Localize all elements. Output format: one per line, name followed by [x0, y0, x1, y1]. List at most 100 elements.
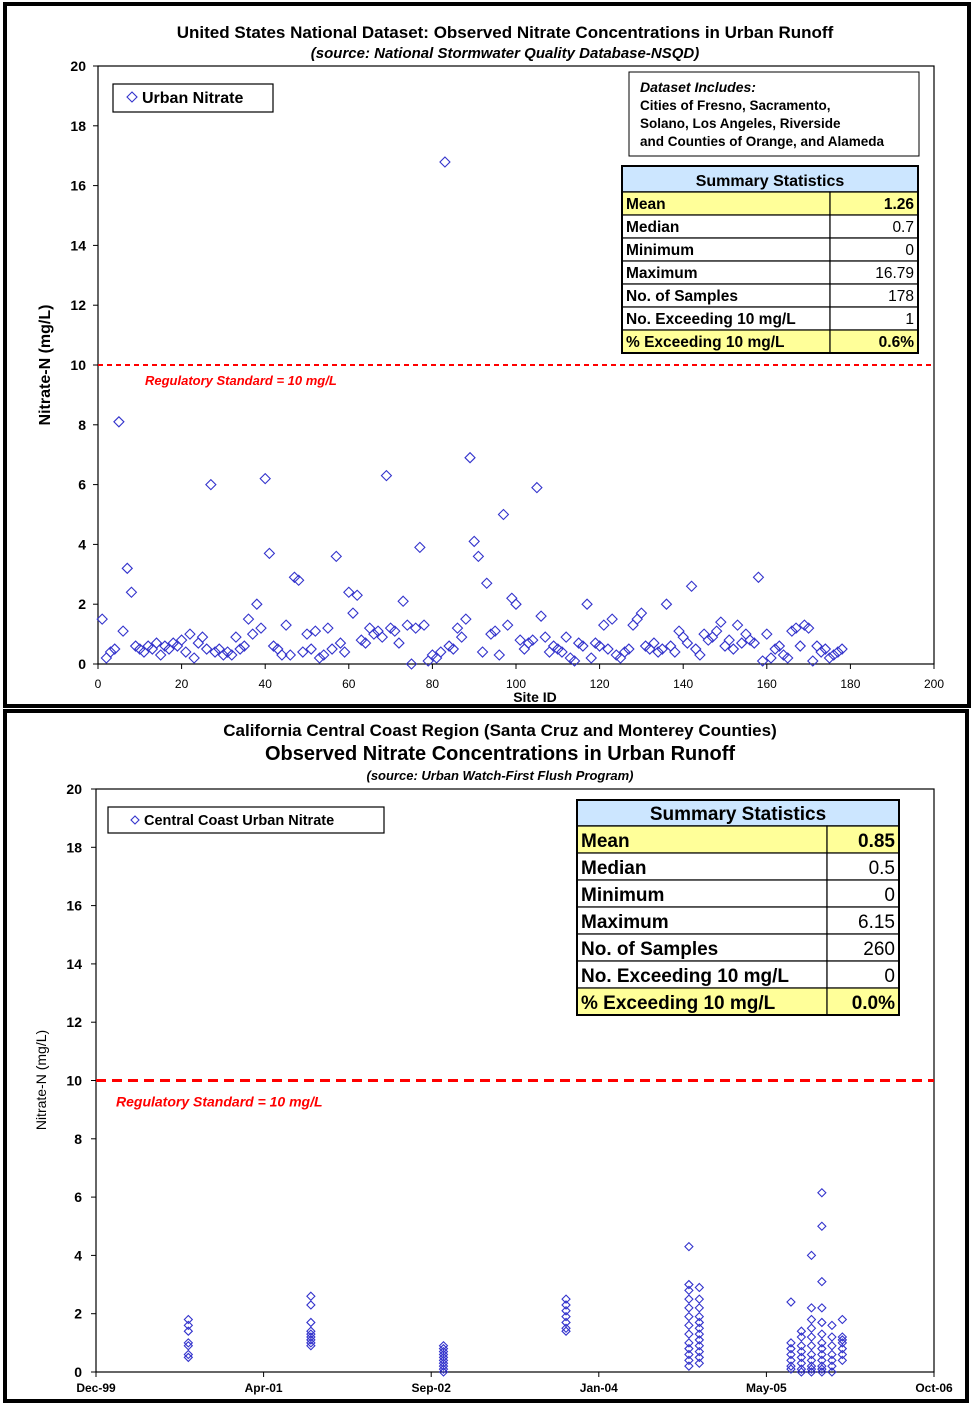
- data-points: [183, 1187, 848, 1377]
- y-tick-label: 4: [78, 536, 86, 552]
- y-tick-label: 20: [66, 781, 82, 797]
- table-title: Summary Statistics: [650, 804, 826, 825]
- table-row: Minimum 0: [621, 237, 919, 262]
- data-point: [652, 646, 664, 658]
- data-point: [694, 1340, 705, 1351]
- data-point: [480, 577, 493, 590]
- y-tick-label: 12: [70, 297, 86, 313]
- chart-subtitle: Observed Nitrate Concentrations in Urban…: [265, 743, 735, 765]
- x-axis-ticks: 0 20 40 60 80 100 120 140 160 180 200: [95, 664, 944, 691]
- table-row: Median 0.5: [576, 852, 900, 881]
- data-point: [306, 1338, 316, 1348]
- data-point: [817, 1338, 827, 1348]
- data-point: [125, 586, 138, 599]
- data-point: [817, 1367, 827, 1377]
- data-point: [681, 637, 694, 649]
- data-point: [694, 1311, 705, 1322]
- data-point: [606, 613, 618, 625]
- data-point: [685, 580, 698, 593]
- x-tick-label: 20: [175, 677, 189, 691]
- y-tick-label: 6: [78, 477, 86, 493]
- chart-title: California Central Coast Region (Santa C…: [223, 721, 777, 740]
- data-point: [276, 649, 288, 661]
- y-axis-label: Nitrate-N (mg/L): [37, 305, 54, 426]
- data-point: [602, 643, 614, 655]
- y-tick-label: 12: [66, 1014, 82, 1030]
- stat-label: Mean: [581, 831, 630, 852]
- y-tick-label: 4: [74, 1247, 82, 1263]
- data-point: [796, 1340, 807, 1351]
- legend-label: Central Coast Urban Nitrate: [144, 813, 334, 829]
- table-row: No. Exceeding 10 mg/L 1: [621, 306, 919, 331]
- data-point: [635, 607, 648, 619]
- data-point: [183, 1314, 194, 1325]
- data-point: [817, 1276, 827, 1287]
- data-point: [183, 1352, 194, 1363]
- x-tick-label: 120: [590, 677, 610, 691]
- data-point: [284, 649, 297, 661]
- data-point: [648, 637, 660, 649]
- data-point: [330, 550, 343, 563]
- data-point: [539, 631, 552, 643]
- data-point: [786, 1364, 796, 1374]
- legend: Central Coast Urban Nitrate: [107, 806, 385, 834]
- stat-value: 1.26: [884, 196, 915, 213]
- data-point: [501, 619, 514, 631]
- data-point: [183, 1349, 194, 1360]
- data-point: [561, 1306, 571, 1316]
- data-point: [623, 643, 635, 655]
- data-point: [684, 1241, 694, 1252]
- data-point: [806, 1364, 817, 1374]
- data-point: [769, 643, 781, 655]
- data-point: [837, 1343, 848, 1354]
- y-tick-label: 16: [70, 178, 86, 194]
- national-chart-svg: United States National Dataset: Observed…: [3, 2, 971, 708]
- data-point: [694, 1317, 705, 1328]
- data-point: [451, 622, 464, 634]
- x-tick-label: Apr-01: [245, 1381, 283, 1395]
- data-point: [154, 649, 167, 661]
- data-point: [397, 595, 409, 607]
- data-point: [748, 637, 761, 649]
- data-point: [280, 619, 292, 631]
- data-point: [694, 1329, 705, 1339]
- legend-label: Urban Nitrate: [142, 90, 243, 107]
- data-point: [702, 634, 715, 646]
- data-point: [735, 637, 748, 649]
- table-row: Minimum 0: [576, 879, 900, 908]
- data-point: [568, 655, 581, 667]
- table-row: Median 0.7: [621, 214, 919, 239]
- x-tick-label: 140: [673, 677, 693, 691]
- data-point: [815, 646, 827, 658]
- data-point: [205, 478, 217, 491]
- dataset-line: and Counties of Orange, and Alameda: [640, 134, 885, 149]
- data-point: [781, 652, 794, 664]
- data-point: [786, 1361, 796, 1371]
- data-point: [723, 634, 735, 646]
- data-point: [806, 1349, 817, 1360]
- data-point: [175, 634, 188, 646]
- stat-value: 178: [888, 288, 914, 305]
- y-tick-label: 0: [74, 1364, 82, 1380]
- y-tick-label: 14: [66, 956, 82, 972]
- data-point: [438, 1361, 449, 1371]
- data-point: [817, 1221, 827, 1232]
- table-row: No. of Samples 178: [621, 283, 919, 308]
- x-tick-label: 80: [426, 677, 440, 691]
- data-point: [837, 1314, 848, 1325]
- data-point: [489, 625, 501, 637]
- data-point: [121, 562, 134, 575]
- x-tick-label: 200: [924, 677, 944, 691]
- data-point: [837, 1355, 848, 1366]
- data-point: [514, 634, 526, 646]
- x-tick-label: 160: [757, 677, 777, 691]
- x-tick-label: 60: [342, 677, 356, 691]
- data-point: [593, 640, 606, 652]
- data-point: [351, 589, 363, 602]
- data-point: [796, 1326, 807, 1336]
- data-point: [806, 1367, 817, 1377]
- data-point: [577, 640, 589, 652]
- data-point: [823, 652, 836, 664]
- data-point: [556, 646, 568, 658]
- data-point: [660, 598, 673, 610]
